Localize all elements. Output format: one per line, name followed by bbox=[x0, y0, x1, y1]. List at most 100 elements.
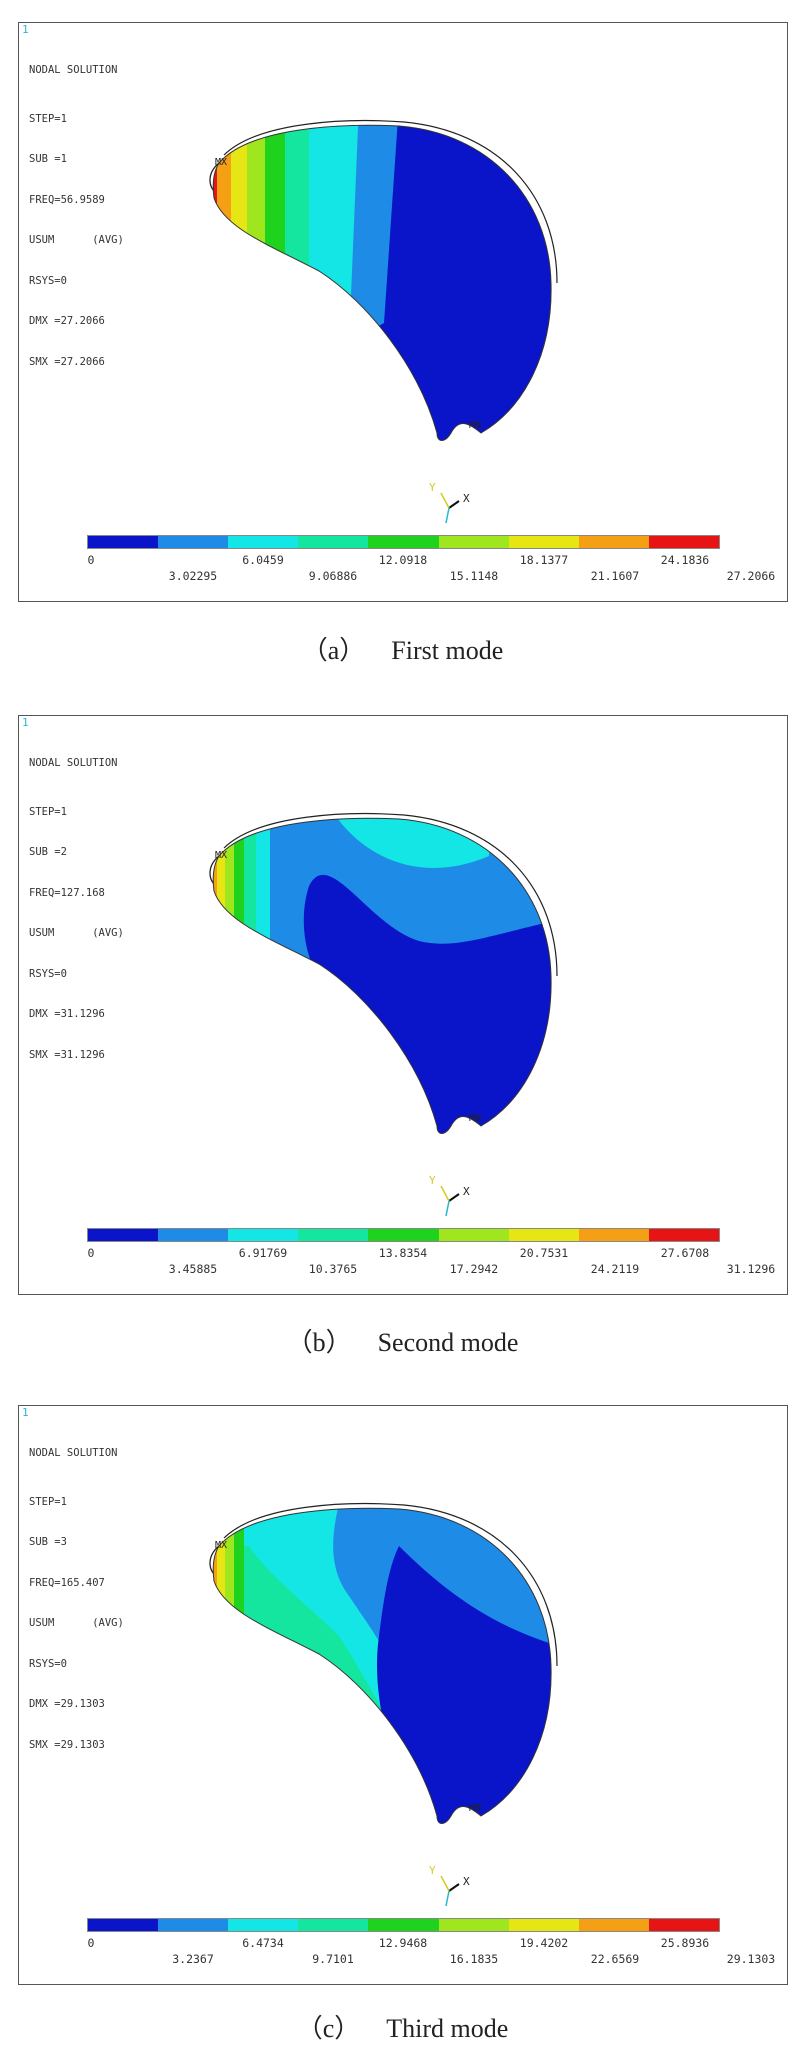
caption-a: （a） First mode bbox=[0, 630, 805, 667]
legend-swatch bbox=[158, 1229, 229, 1241]
legend-swatch bbox=[228, 1919, 299, 1931]
info-rsys: RSYS=0 bbox=[29, 274, 67, 287]
legend-label: 0 bbox=[87, 1246, 95, 1260]
legend-label: 9.06886 bbox=[308, 569, 358, 583]
figure-panel-a: 1 NODAL SOLUTION STEP=1 SUB =1 FREQ=56.9… bbox=[18, 22, 788, 602]
info-usum: USUM (AVG) bbox=[29, 927, 124, 939]
mx-marker: MX bbox=[215, 850, 227, 861]
legend-swatch bbox=[228, 1229, 299, 1241]
legend-swatch bbox=[298, 1919, 369, 1931]
color-legend-bar bbox=[87, 535, 720, 549]
legend-label: 18.1377 bbox=[519, 553, 569, 567]
legend-swatch bbox=[648, 536, 719, 548]
info-dmx: DMX =31.1296 bbox=[29, 1008, 105, 1020]
window-number: 1 bbox=[22, 23, 29, 36]
legend-swatch bbox=[158, 536, 229, 548]
info-smx: SMX =29.1303 bbox=[29, 1738, 105, 1751]
legend-label: 12.9468 bbox=[378, 1936, 428, 1950]
triad-icon: Y X bbox=[429, 481, 470, 523]
mx-marker: MX bbox=[215, 1540, 227, 1551]
legend-swatch bbox=[438, 536, 509, 548]
legend-label: 6.91769 bbox=[238, 1246, 288, 1260]
legend-swatch bbox=[298, 536, 369, 548]
legend-swatch bbox=[368, 1229, 439, 1241]
info-smx: SMX =27.2066 bbox=[29, 355, 105, 368]
info-step: STEP=1 bbox=[29, 805, 67, 818]
info-header: NODAL SOLUTION bbox=[29, 64, 118, 76]
axis-x-label: X bbox=[463, 492, 470, 505]
legend-swatch bbox=[648, 1229, 719, 1241]
axis-y-label: Y bbox=[429, 1174, 436, 1187]
legend-swatch bbox=[508, 1229, 579, 1241]
caption-text: Second mode bbox=[377, 1328, 519, 1357]
window-number: 1 bbox=[22, 716, 29, 729]
mn-marker: MN bbox=[469, 420, 481, 431]
caption-c: （c） Third mode bbox=[0, 2008, 805, 2045]
info-block: NODAL SOLUTION STEP=1 SUB =2 FREQ=127.16… bbox=[29, 730, 124, 1089]
caption-tag: （c） bbox=[296, 2014, 361, 2043]
mx-marker: MX bbox=[215, 157, 227, 168]
contour-plot: MX MN Y X bbox=[209, 813, 558, 1216]
info-usum: USUM (AVG) bbox=[29, 234, 124, 246]
info-rsys: RSYS=0 bbox=[29, 1657, 67, 1670]
legend-label: 25.8936 bbox=[660, 1936, 710, 1950]
info-block: NODAL SOLUTION STEP=1 SUB =3 FREQ=165.40… bbox=[29, 1420, 124, 1779]
triad-icon: Y X bbox=[429, 1174, 470, 1216]
legend-swatch bbox=[578, 1229, 649, 1241]
info-step: STEP=1 bbox=[29, 1495, 67, 1508]
legend-label: 16.1835 bbox=[449, 1952, 499, 1966]
legend-label: 3.02295 bbox=[168, 569, 218, 583]
legend-label: 13.8354 bbox=[378, 1246, 428, 1260]
caption-text: First mode bbox=[391, 636, 504, 665]
caption-b: （b） Second mode bbox=[0, 1322, 805, 1359]
info-smx: SMX =31.1296 bbox=[29, 1048, 105, 1061]
legend-label: 6.0459 bbox=[242, 553, 284, 567]
legend-label: 12.0918 bbox=[378, 553, 428, 567]
axis-x-label: X bbox=[463, 1875, 470, 1888]
caption-tag: （b） bbox=[286, 1328, 352, 1357]
triad-icon: Y X bbox=[429, 1864, 470, 1906]
caption-text: Third mode bbox=[386, 2014, 509, 2043]
info-dmx: DMX =27.2066 bbox=[29, 315, 105, 327]
legend-label: 21.1607 bbox=[590, 569, 640, 583]
legend-swatch bbox=[368, 1919, 439, 1931]
info-freq: FREQ=56.9589 bbox=[29, 193, 105, 206]
mn-marker: MN bbox=[469, 1803, 481, 1814]
info-freq: FREQ=127.168 bbox=[29, 886, 105, 899]
legend-label: 15.1148 bbox=[449, 569, 499, 583]
info-dmx: DMX =29.1303 bbox=[29, 1698, 105, 1710]
info-sub: SUB =1 bbox=[29, 153, 67, 165]
legend-label: 0 bbox=[87, 1936, 95, 1950]
info-block: NODAL SOLUTION STEP=1 SUB =1 FREQ=56.958… bbox=[29, 37, 124, 396]
legend-swatch bbox=[298, 1229, 369, 1241]
legend-label: 10.3765 bbox=[308, 1262, 358, 1276]
mn-marker: MN bbox=[469, 1113, 481, 1124]
contour-plot: MX MN Y X bbox=[209, 120, 558, 523]
info-sub: SUB =2 bbox=[29, 846, 67, 858]
legend-swatch bbox=[578, 1919, 649, 1931]
legend-swatch bbox=[88, 1919, 159, 1931]
axis-y-label: Y bbox=[429, 481, 436, 494]
legend-label: 17.2942 bbox=[449, 1262, 499, 1276]
legend-label: 27.6708 bbox=[660, 1246, 710, 1260]
color-legend-bar bbox=[87, 1228, 720, 1242]
legend-label: 29.1303 bbox=[726, 1952, 776, 1966]
legend-swatch bbox=[438, 1919, 509, 1931]
legend-swatch bbox=[648, 1919, 719, 1931]
legend-label: 6.4734 bbox=[242, 1936, 284, 1950]
info-header: NODAL SOLUTION bbox=[29, 1447, 118, 1459]
legend-swatch bbox=[158, 1919, 229, 1931]
axis-x-label: X bbox=[463, 1185, 470, 1198]
axis-y-label: Y bbox=[429, 1864, 436, 1877]
legend-swatch bbox=[508, 1919, 579, 1931]
legend-label: 20.7531 bbox=[519, 1246, 569, 1260]
caption-tag: （a） bbox=[301, 636, 366, 665]
legend-swatch bbox=[438, 1229, 509, 1241]
legend-label: 24.1836 bbox=[660, 553, 710, 567]
info-usum: USUM (AVG) bbox=[29, 1617, 124, 1629]
legend-label: 24.2119 bbox=[590, 1262, 640, 1276]
legend-swatch bbox=[88, 536, 159, 548]
info-freq: FREQ=165.407 bbox=[29, 1576, 105, 1589]
legend-swatch bbox=[578, 536, 649, 548]
legend-label: 22.6569 bbox=[590, 1952, 640, 1966]
